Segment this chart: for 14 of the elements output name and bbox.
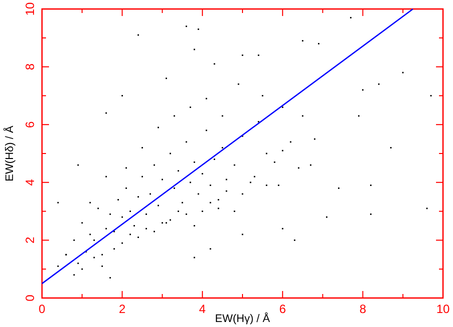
y-tick-label: 10 xyxy=(23,2,37,16)
y-tick-label: 4 xyxy=(23,178,37,186)
y-tick-label: 6 xyxy=(23,120,37,128)
x-tick-label: 6 xyxy=(279,302,286,316)
x-axis-title: EW(Hγ) / Å xyxy=(215,312,271,325)
y-axis-title: EW(Hδ) / Å xyxy=(3,125,16,182)
x-tick-label: 2 xyxy=(118,302,126,316)
y-tick-label: 8 xyxy=(23,63,37,70)
x-tick-label: 0 xyxy=(38,302,46,316)
x-tick-label: 8 xyxy=(359,302,366,316)
y-tick-label: 2 xyxy=(23,236,37,244)
y-tick-label: 0 xyxy=(23,294,37,302)
x-tick-label: 4 xyxy=(199,302,206,316)
x-tick-label: 10 xyxy=(436,302,450,316)
